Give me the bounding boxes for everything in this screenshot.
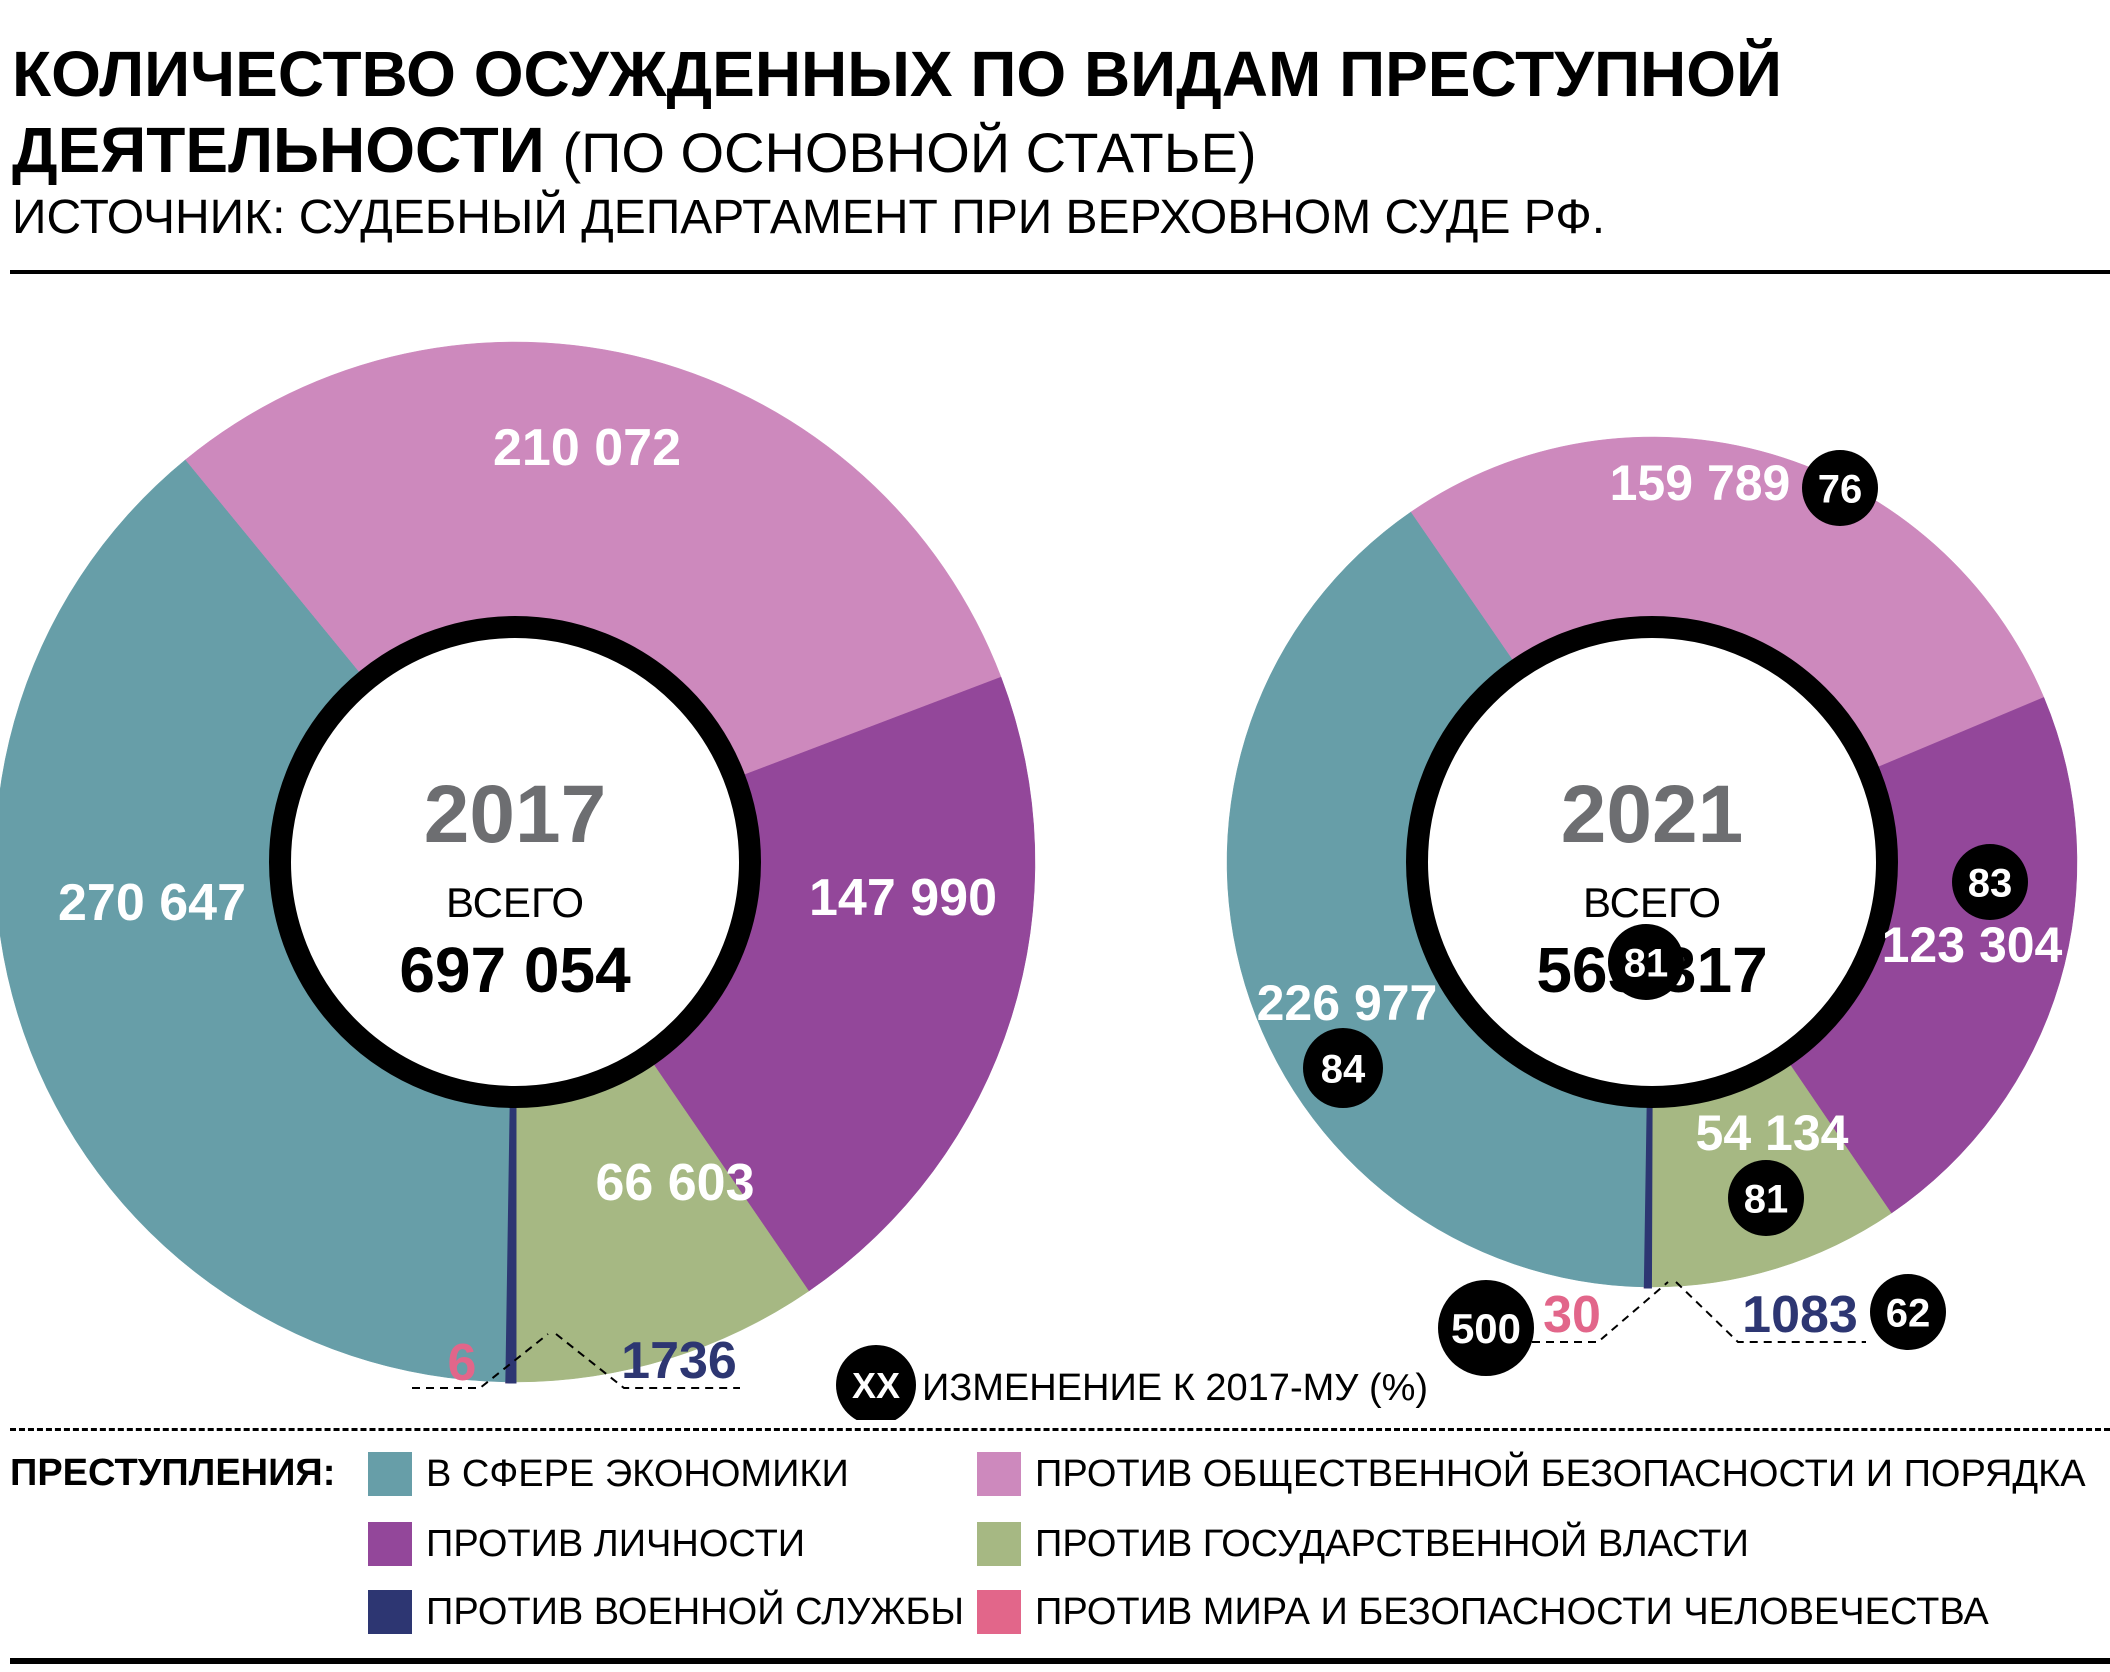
- change-badge-2021-public-safety-bg: [1802, 450, 1878, 526]
- slice-2017-economy: [0, 459, 516, 1383]
- change-badge-2021-peace-bg: [1438, 1280, 1534, 1376]
- value-label-2017-peace: 6: [448, 1334, 477, 1392]
- value-label-2017-military: 1736: [621, 1332, 737, 1390]
- change-badge-2021-economy: 84: [1321, 1047, 1366, 1091]
- leader-line-2017-military: [555, 1333, 740, 1389]
- chart-title-sub: (ПО ОСНОВНОЙ СТАТЬЕ): [562, 121, 1257, 184]
- total-caption-2021: ВСЕГО: [1583, 879, 1721, 926]
- value-label-2021-economy: 226 977: [1257, 975, 1438, 1031]
- leader-line-2021-peace: [1532, 1281, 1669, 1343]
- legend-item-state-power: ПРОТИВ ГОСУДАРСТВЕННОЙ ВЛАСТИ: [977, 1522, 1749, 1566]
- legend-swatch-state-power: [977, 1522, 1021, 1566]
- change-badge-2021-public-safety: 76: [1818, 467, 1863, 511]
- value-label-2021-person: 123 304: [1882, 917, 2063, 973]
- legend-label-military: ПРОТИВ ВОЕННОЙ СЛУЖБЫ: [426, 1590, 965, 1633]
- legend-label-person: ПРОТИВ ЛИЧНОСТИ: [426, 1522, 806, 1565]
- legend-label-state-power: ПРОТИВ ГОСУДАРСТВЕННОЙ ВЛАСТИ: [1035, 1522, 1749, 1565]
- change-badge-2021-person-bg: [1952, 844, 2028, 920]
- total-value-2017: 697 054: [399, 934, 631, 1006]
- legend-swatch-peace: [977, 1590, 1021, 1634]
- change-badge-2021-economy-bg: [1303, 1028, 1383, 1108]
- change-badge-2021-total: 81: [1624, 941, 1669, 985]
- value-label-2017-state-power: 66 603: [595, 1154, 754, 1212]
- change-badge-2021-military-bg: [1870, 1274, 1946, 1350]
- change-badge-2021-person: 83: [1968, 861, 2013, 905]
- legend-item-military: ПРОТИВ ВОЕННОЙ СЛУЖБЫ: [368, 1590, 964, 1634]
- legend-swatch-person: [368, 1522, 412, 1566]
- value-label-2021-public-safety: 159 789: [1610, 455, 1791, 511]
- legend-item-person: ПРОТИВ ЛИЧНОСТИ: [368, 1522, 805, 1566]
- change-badge-2021-state-power: 81: [1744, 1177, 1789, 1221]
- value-label-2021-state-power: 54 134: [1696, 1105, 1849, 1161]
- value-label-2017-economy: 270 647: [58, 874, 246, 932]
- legend-swatch-military: [368, 1590, 412, 1634]
- legend-label-peace: ПРОТИВ МИРА И БЕЗОПАСНОСТИ ЧЕЛОВЕЧЕСТВА: [1035, 1590, 1989, 1633]
- value-label-2017-public-safety: 210 072: [493, 419, 681, 477]
- change-badge-2021-military: 62: [1886, 1291, 1931, 1335]
- top-divider: [10, 270, 2110, 274]
- bottom-divider: [10, 1658, 2110, 1664]
- legend-label-economy: В СФЕРЕ ЭКОНОМИКИ: [426, 1452, 849, 1495]
- slice-2021-military: [1643, 861, 1654, 1289]
- year-label-2021: 2021: [1561, 769, 1743, 860]
- legend-swatch-public-safety: [977, 1452, 1021, 1496]
- slice-2017-public-safety: [185, 341, 1002, 863]
- legend-swatch-economy: [368, 1452, 412, 1496]
- total-caption-2017: ВСЕГО: [446, 879, 584, 926]
- value-label-2017-person: 147 990: [809, 869, 997, 927]
- center-ring-2017: [269, 616, 761, 1108]
- change-legend-badge-bg: [836, 1345, 916, 1420]
- chart-title-main: ДЕЯТЕЛЬНОСТИ: [12, 114, 545, 186]
- legend-item-public-safety: ПРОТИВ ОБЩЕСТВЕННОЙ БЕЗОПАСНОСТИ И ПОРЯД…: [977, 1452, 2086, 1496]
- legend-item-peace: ПРОТИВ МИРА И БЕЗОПАСНОСТИ ЧЕЛОВЕЧЕСТВА: [977, 1590, 1989, 1634]
- chart-title-line1: КОЛИЧЕСТВО ОСУЖДЕННЫХ ПО ВИДАМ ПРЕСТУПНО…: [12, 38, 1782, 110]
- legend-item-economy: В СФЕРЕ ЭКОНОМИКИ: [368, 1452, 849, 1496]
- chart-title-line2: ДЕЯТЕЛЬНОСТИ (ПО ОСНОВНОЙ СТАТЬЕ): [12, 114, 1257, 189]
- year-label-2017: 2017: [424, 769, 606, 860]
- source-note: ИСТОЧНИК: СУДЕБНЫЙ ДЕПАРТАМЕНТ ПРИ ВЕРХО…: [12, 191, 1606, 244]
- value-label-2021-military: 1083: [1742, 1286, 1858, 1344]
- center-ring-2021: [1406, 616, 1898, 1108]
- legend-divider: [10, 1428, 2110, 1431]
- value-label-2021-peace: 30: [1543, 1286, 1601, 1344]
- change-legend-badge: ХХ: [852, 1365, 900, 1406]
- legend-label-public-safety: ПРОТИВ ОБЩЕСТВЕННОЙ БЕЗОПАСНОСТИ И ПОРЯД…: [1035, 1452, 2086, 1495]
- change-badge-2021-peace: 500: [1451, 1305, 1521, 1352]
- change-badge-2021-total-bg: [1608, 924, 1684, 1000]
- leader-line-2021-military: [1675, 1281, 1866, 1343]
- change-legend-label: ИЗМЕНЕНИЕ К 2017-МУ (%): [922, 1367, 1428, 1409]
- legend-heading: ПРЕСТУПЛЕНИЯ:: [10, 1452, 336, 1494]
- change-badge-2021-state-power-bg: [1728, 1160, 1804, 1236]
